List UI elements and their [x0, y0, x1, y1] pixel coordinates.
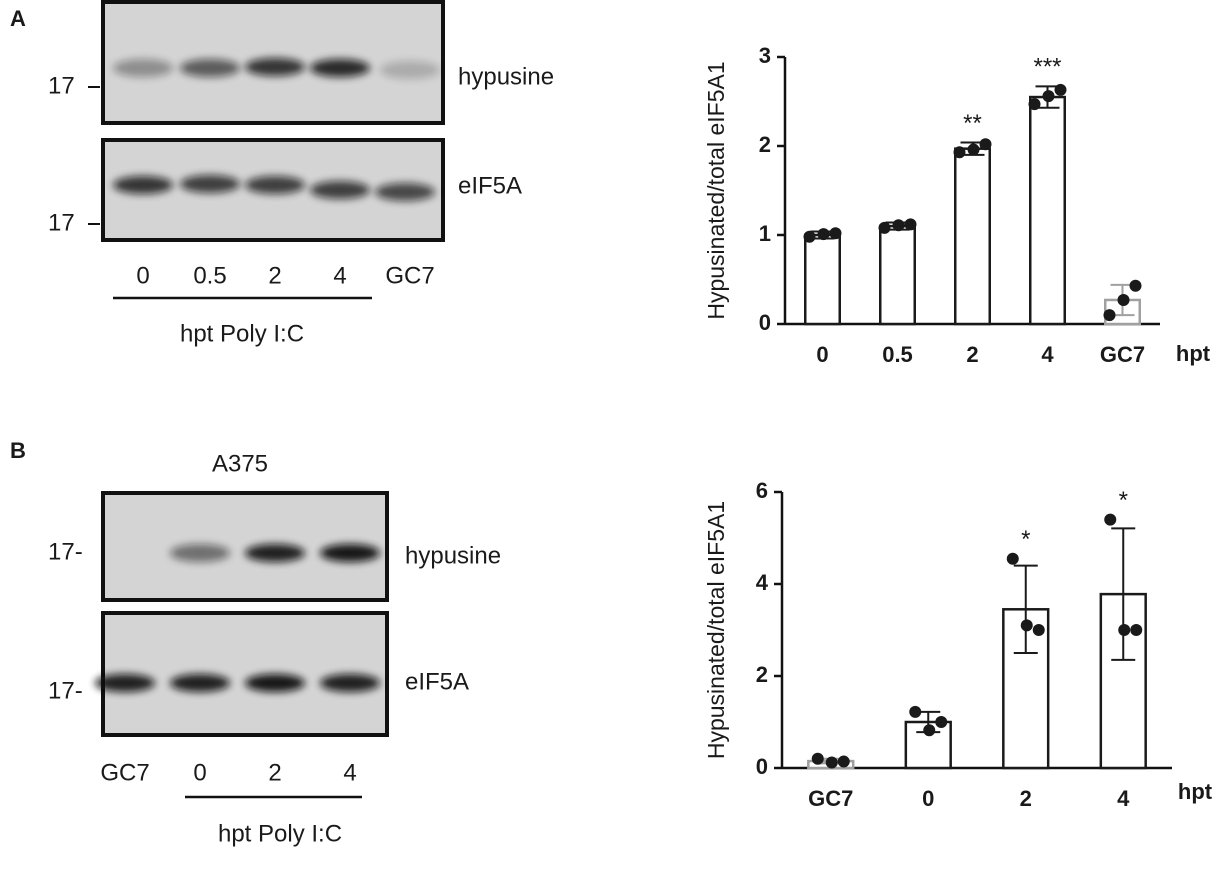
blot-band — [320, 674, 380, 692]
blot-band — [310, 59, 370, 77]
data-point — [935, 716, 948, 728]
lane-label: 0 — [136, 262, 149, 289]
y-tick-label: 2 — [756, 662, 768, 687]
y-tick-label: 2 — [759, 132, 771, 157]
blot-band — [320, 544, 380, 562]
lane-label: 2 — [268, 759, 281, 786]
blot-membrane — [101, 611, 389, 737]
blot-band — [180, 59, 240, 77]
data-point — [817, 228, 830, 241]
y-axis-label: Hypusinated/total eIF5A1 — [703, 61, 729, 319]
marker-label: 17 — [48, 72, 75, 99]
lane-label: 4 — [343, 759, 356, 786]
blot-title: A375 — [212, 450, 268, 477]
x-tick-label: 0 — [816, 342, 828, 367]
data-point — [1129, 279, 1142, 292]
y-tick-label: 6 — [756, 478, 768, 503]
data-point — [1032, 624, 1045, 636]
data-point — [829, 227, 842, 240]
lane-label: 0.5 — [193, 262, 226, 289]
x-tick-label: 4 — [1117, 786, 1130, 811]
x-tick-label: 0 — [922, 786, 934, 811]
lane-label: GC7 — [100, 759, 149, 786]
x-tick-label: 2 — [1020, 786, 1032, 811]
blot-band — [310, 181, 370, 199]
significance-label: *** — [1033, 54, 1061, 81]
bar — [804, 233, 841, 326]
blot-band — [180, 175, 240, 193]
x-axis-label: hpt — [1176, 341, 1211, 366]
data-point — [825, 756, 838, 769]
data-point — [1117, 293, 1130, 306]
band-label: eIF5A — [458, 172, 522, 199]
marker-label: 17- — [48, 677, 83, 704]
data-point — [967, 143, 980, 156]
y-tick-label: 3 — [759, 43, 771, 68]
data-point — [1020, 619, 1033, 632]
panel-label: B — [10, 438, 26, 463]
x-tick-label: GC7 — [1100, 342, 1145, 367]
lane-label: 2 — [268, 262, 281, 289]
y-tick-label: 4 — [756, 570, 769, 595]
data-point — [1118, 624, 1131, 636]
blot-band — [113, 59, 173, 77]
significance-label: ** — [963, 110, 982, 137]
x-tick-label: GC7 — [808, 786, 853, 811]
data-point — [803, 230, 816, 243]
data-point — [923, 724, 936, 737]
blot-band — [245, 58, 305, 76]
data-point — [1042, 90, 1055, 103]
lane-label: GC7 — [385, 262, 434, 289]
blot-band — [170, 674, 230, 692]
data-point — [979, 138, 992, 151]
blot-band — [170, 544, 230, 562]
blot-band — [245, 544, 305, 562]
lane-label: 4 — [333, 262, 346, 289]
data-point — [878, 221, 891, 234]
blot-caption: hpt Poly I:C — [180, 320, 304, 347]
band-label: hypusine — [405, 542, 501, 569]
y-axis-label: Hypusinated/total eIF5A1 — [703, 501, 729, 759]
x-axis-label: hpt — [1178, 779, 1213, 804]
x-tick-label: 4 — [1041, 342, 1054, 367]
bar — [954, 147, 991, 326]
marker-label: 17 — [48, 209, 75, 236]
blot-band — [95, 674, 155, 692]
data-point — [1006, 552, 1019, 565]
data-point — [1104, 513, 1117, 526]
panel-label: A — [10, 6, 26, 31]
blot-band — [245, 674, 305, 692]
data-point — [904, 218, 917, 231]
lane-label: 0 — [193, 759, 206, 786]
data-point — [1130, 624, 1143, 636]
x-tick-label: 0.5 — [882, 342, 913, 367]
marker-label: 17- — [48, 538, 83, 565]
blot-caption: hpt Poly I:C — [218, 820, 342, 847]
data-point — [953, 146, 966, 159]
blot-band — [113, 176, 173, 194]
data-point — [1028, 98, 1041, 111]
bar — [879, 224, 916, 326]
bar — [1029, 95, 1066, 326]
y-tick-label: 0 — [756, 754, 768, 779]
y-tick-label: 0 — [759, 310, 771, 335]
data-point — [837, 755, 850, 768]
data-point — [1103, 309, 1116, 322]
data-point — [909, 705, 922, 718]
band-label: eIF5A — [405, 668, 469, 695]
blot-band — [380, 61, 440, 79]
x-tick-label: 2 — [966, 342, 978, 367]
y-tick-label: 1 — [759, 221, 771, 246]
band-label: hypusine — [458, 63, 554, 90]
blot-band — [375, 183, 435, 201]
data-point — [811, 752, 824, 765]
significance-label: * — [1119, 487, 1128, 514]
significance-label: * — [1021, 526, 1030, 553]
blot-band — [245, 176, 305, 194]
data-point — [892, 219, 905, 232]
data-point — [1054, 83, 1067, 96]
